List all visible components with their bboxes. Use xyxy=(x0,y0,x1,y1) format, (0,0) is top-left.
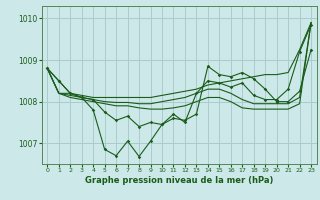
X-axis label: Graphe pression niveau de la mer (hPa): Graphe pression niveau de la mer (hPa) xyxy=(85,176,273,185)
